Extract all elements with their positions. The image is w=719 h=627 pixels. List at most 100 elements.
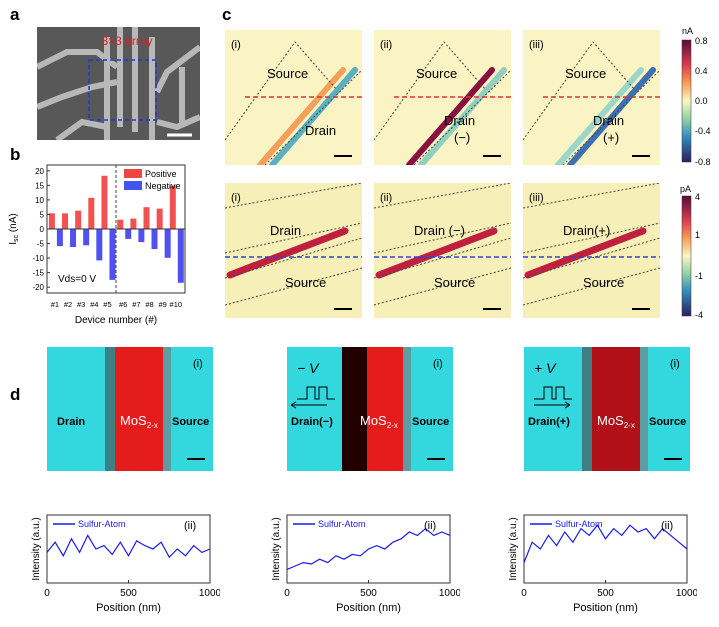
bar-positive: [156, 208, 163, 229]
map-tag: (i): [231, 192, 241, 204]
y-tick-label: -10: [32, 254, 44, 263]
legend-label: Sulfur-Atom: [78, 519, 126, 529]
y-tick-label: -20: [32, 283, 44, 292]
y-tick-label: 20: [35, 167, 44, 176]
colorbar-top-tick: -0.4: [695, 126, 711, 136]
bar-negative: [151, 229, 158, 250]
source-label: Source: [583, 275, 624, 290]
source-label: Source: [267, 66, 308, 81]
legend-swatch-positive: [124, 169, 142, 178]
vds-annotation: Vds=0 V: [58, 274, 96, 285]
sem-image: 3×3 array: [37, 27, 200, 140]
bar-negative: [109, 229, 116, 280]
drain-polarity: (+): [603, 130, 619, 145]
arrow-icon: [290, 401, 327, 409]
x-axis-label: Position (nm): [336, 602, 401, 614]
source-label: Source: [172, 416, 209, 428]
y-tick-label: -15: [32, 269, 44, 278]
plot-tag: (ii): [424, 520, 436, 532]
x-tick-label: 0: [44, 588, 50, 599]
y-tick-label: 0: [40, 225, 45, 234]
bias-label: − V: [297, 360, 320, 376]
drain-label: Drain(−): [291, 416, 333, 428]
panel-label-a: a: [10, 5, 20, 24]
drain-polarity: (−): [454, 130, 470, 145]
bar-positive: [62, 213, 69, 229]
bar-negative: [56, 229, 63, 247]
y-axis-label: Intensity (a.u.): [271, 517, 282, 580]
mos2-label: MoS2-x: [597, 413, 635, 430]
colorbar-top-tick: 0.8: [695, 36, 708, 46]
colorbars: nA 0.8 0.4 0.0 -0.4 -0.8 pA 4 1 -1 -4: [680, 26, 711, 320]
panel-label-b: b: [10, 145, 21, 164]
x-tick-label: 500: [360, 588, 377, 599]
photocurrent-map-top: (iii) Source Drain (+): [523, 30, 660, 165]
legend-swatch-negative: [124, 181, 142, 190]
bias-label: + V: [534, 360, 557, 376]
x-tick-label: 0: [284, 588, 290, 599]
arrow-icon: [534, 401, 571, 409]
x-tick-label: #1: [51, 300, 59, 309]
x-tick-label: #7: [132, 300, 140, 309]
colorbar-bottom-tick: -4: [695, 310, 703, 320]
colorbar-bottom-unit: pA: [680, 184, 691, 194]
bar-positive: [48, 213, 55, 229]
x-tick-label: #5: [103, 300, 111, 309]
intensity-plot: Sulfur-Atom (ii) 0 500 1000 Position (nm) Inte…: [31, 514, 220, 614]
bar-positive: [101, 175, 108, 229]
sulfur-line: [286, 527, 451, 570]
plot-tag: (ii): [661, 520, 673, 532]
pulse-icon: [297, 386, 335, 400]
drain-label: Drain: [57, 416, 85, 428]
x-tick-label: 500: [597, 588, 614, 599]
y-tick-label: 10: [35, 196, 44, 205]
photocurrent-map-bottom: (iii) Drain(+) Source: [523, 183, 660, 318]
source-label: Source: [416, 66, 457, 81]
x-tick-label: 1000: [439, 588, 460, 599]
x-tick-label: 0: [521, 588, 527, 599]
map-tag: (i): [670, 358, 680, 370]
drain-label: Drain(+): [563, 223, 610, 238]
x-axis-label: Device number (#): [75, 315, 157, 326]
source-label: Source: [285, 275, 326, 290]
legend-label: Sulfur-Atom: [318, 519, 366, 529]
pulse-icon: [534, 386, 572, 400]
bar-negative: [70, 229, 77, 248]
bar-negative: [96, 229, 103, 261]
source-label: Source: [649, 416, 686, 428]
map-tag: (iii): [529, 192, 544, 204]
x-tick-label: 1000: [199, 588, 220, 599]
source-label: Source: [434, 275, 475, 290]
bar-positive: [117, 219, 124, 229]
bar-negative: [83, 229, 90, 246]
map-tag: (ii): [380, 192, 392, 204]
x-tick-label: #6: [119, 300, 127, 309]
eds-map: + V (i) Drain(+) MoS2-x Source: [524, 347, 690, 471]
colorbar-bottom-tick: 4: [695, 192, 700, 202]
bar-positive: [130, 218, 137, 229]
intensity-plot: Sulfur-Atom (ii) 0 500 1000 Position (nm) Inte…: [508, 514, 697, 614]
array-label: 3×3 array: [101, 34, 152, 48]
y-axis-label: Intensity (a.u.): [508, 517, 519, 580]
colorbar-bottom-tick: -1: [695, 271, 703, 281]
colorbar-top: [681, 39, 692, 163]
x-tick-label: 500: [120, 588, 137, 599]
bar-positive: [143, 207, 150, 229]
legend-label: Sulfur-Atom: [555, 519, 603, 529]
source-label: Source: [412, 416, 449, 428]
sulfur-line: [46, 534, 211, 559]
drain-label: Drain(+): [528, 416, 570, 428]
y-tick-label: 5: [40, 210, 45, 219]
bar-negative: [125, 229, 132, 239]
x-tick-label: 1000: [676, 588, 697, 599]
legend-positive: Positive: [145, 169, 177, 179]
colorbar-top-unit: nA: [682, 26, 693, 36]
bar-negative: [164, 229, 171, 258]
y-axis-label: Isc (nA): [8, 213, 20, 244]
bar-positive: [75, 210, 82, 229]
x-tick-label: #9: [158, 300, 166, 309]
bar-negative: [138, 229, 145, 243]
mos2-label: MoS2-x: [360, 413, 398, 430]
mos2-label: MoS2-x: [120, 413, 158, 430]
